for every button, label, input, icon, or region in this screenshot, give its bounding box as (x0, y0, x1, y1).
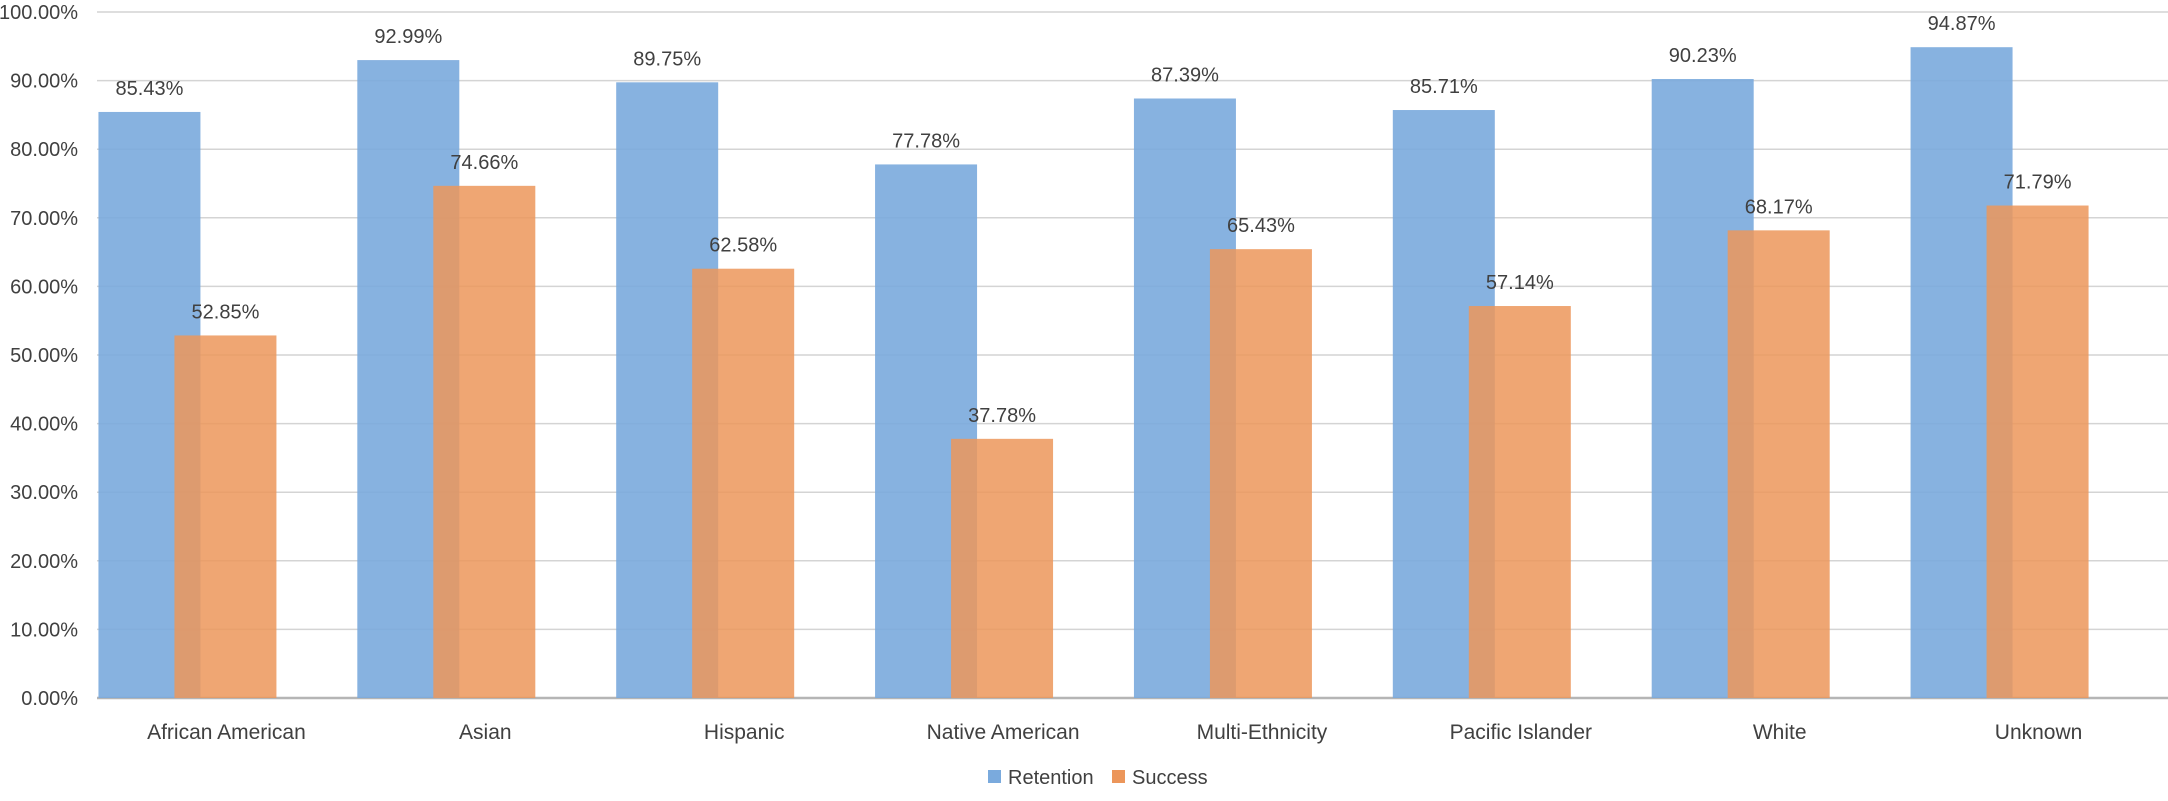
bar-success-hispanic (692, 268, 795, 698)
x-tick-label: Pacific Islander (1450, 721, 1592, 744)
data-label-success: 65.43% (1227, 215, 1295, 237)
y-tick-label: 40.00% (10, 414, 78, 436)
y-tick-label: 30.00% (10, 482, 78, 504)
data-label-retention: 87.39% (1151, 65, 1219, 87)
bars (98, 47, 2089, 699)
y-axis-tick-labels: 0.00% 10.00% 20.00% 30.00% 40.00% 50.00% 60.00… (0, 2, 78, 710)
x-axis-tick-labels: African American Asian Hispanic Native Amer… (147, 721, 2082, 744)
bar-success-white (1727, 230, 1830, 698)
legend-swatch-retention (988, 770, 1001, 783)
data-label-retention: 90.23% (1669, 45, 1737, 67)
data-label-success: 68.17% (1745, 196, 1813, 218)
y-tick-label: 90.00% (10, 71, 78, 93)
bar-success-pacific-islander (1468, 306, 1571, 698)
y-tick-label: 10.00% (10, 619, 78, 641)
data-label-success: 37.78% (968, 405, 1036, 427)
x-tick-label: Asian (459, 721, 512, 744)
data-label-retention: 89.75% (633, 48, 701, 70)
y-tick-label: 0.00% (21, 688, 78, 710)
y-tick-label: 100.00% (0, 2, 78, 24)
legend-label-retention: Retention (1008, 767, 1094, 789)
y-tick-label: 50.00% (10, 345, 78, 367)
legend: Retention Success (988, 767, 1208, 789)
x-tick-label: White (1753, 721, 1807, 744)
x-tick-label: Multi-Ethnicity (1197, 721, 1328, 744)
legend-swatch-success (1112, 770, 1125, 783)
bar-success-native-american (951, 438, 1054, 698)
data-label-success: 71.79% (2004, 172, 2072, 194)
x-tick-label: Native American (927, 721, 1080, 744)
data-label-success: 52.85% (192, 301, 260, 323)
x-tick-label: African American (147, 721, 306, 744)
y-tick-label: 70.00% (10, 208, 78, 230)
data-label-success: 62.58% (709, 235, 777, 257)
bar-success-asian (433, 185, 536, 698)
y-tick-label: 60.00% (10, 276, 78, 298)
x-tick-label: Unknown (1995, 721, 2083, 744)
data-label-retention: 94.87% (1928, 13, 1996, 35)
data-labels: 85.43% 52.85% 92.99% 74.66% 89.75% 62.58% 77.7… (116, 13, 2072, 427)
data-label-success: 57.14% (1486, 272, 1554, 294)
data-label-retention: 92.99% (374, 26, 442, 48)
data-label-retention: 77.78% (892, 130, 960, 152)
y-tick-label: 80.00% (10, 139, 78, 161)
bar-success-unknown (1986, 205, 2089, 698)
bar-success-multi-ethnicity (1209, 249, 1312, 698)
bar-success-african-american (174, 335, 277, 698)
x-tick-label: Hispanic (704, 721, 785, 744)
data-label-success: 74.66% (450, 152, 518, 174)
legend-label-success: Success (1132, 767, 1208, 789)
data-label-retention: 85.43% (116, 78, 184, 100)
data-label-retention: 85.71% (1410, 76, 1478, 98)
y-tick-label: 20.00% (10, 551, 78, 573)
